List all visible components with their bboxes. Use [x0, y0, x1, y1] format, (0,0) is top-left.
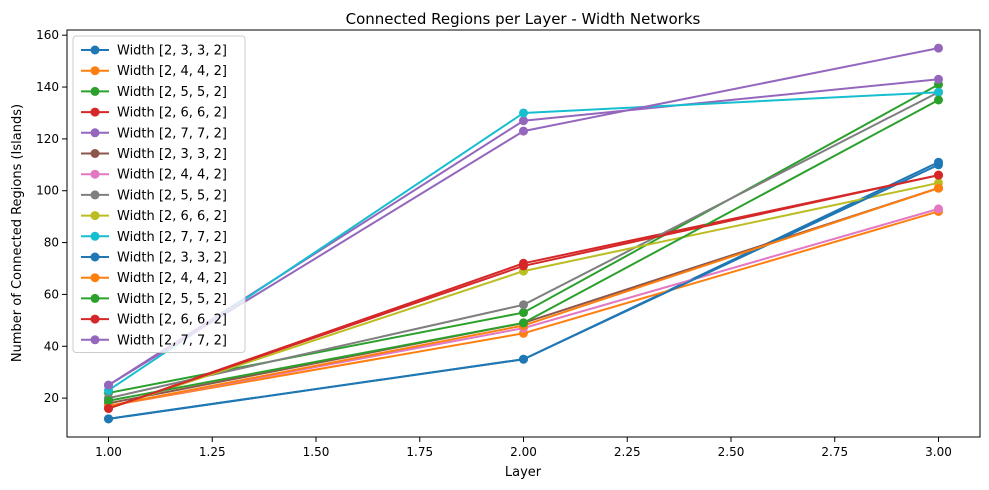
- legend-swatch-marker: [90, 211, 100, 221]
- legend-label: Width [2, 7, 7, 2]: [117, 230, 227, 245]
- x-tick-label: 1.00: [95, 445, 122, 459]
- legend-item: Width [2, 7, 7, 2]: [81, 126, 227, 141]
- legend-label: Width [2, 5, 5, 2]: [117, 188, 227, 203]
- x-axis-label: Layer: [505, 465, 542, 480]
- data-point: [934, 204, 943, 214]
- legend-item: Width [2, 4, 4, 2]: [81, 271, 227, 286]
- legend-item: Width [2, 3, 3, 2]: [81, 147, 227, 162]
- series-14: [104, 170, 943, 413]
- legend-item: Width [2, 6, 6, 2]: [81, 313, 227, 328]
- legend-label: Width [2, 3, 3, 2]: [117, 147, 227, 162]
- x-tick-label: 2.00: [510, 445, 537, 459]
- x-tick-label: 3.00: [925, 445, 952, 459]
- legend-item: Width [2, 5, 5, 2]: [81, 85, 227, 100]
- y-tick-label: 40: [44, 339, 59, 353]
- legend-label: Width [2, 4, 4, 2]: [117, 168, 227, 183]
- y-tick-label: 60: [44, 287, 59, 301]
- series-11: [104, 160, 943, 424]
- legend-item: Width [2, 5, 5, 2]: [81, 188, 227, 203]
- legend-item: Width [2, 7, 7, 2]: [81, 230, 227, 245]
- legend-item: Width [2, 3, 3, 2]: [81, 251, 227, 266]
- legend-swatch-marker: [90, 107, 100, 117]
- legend-swatch-marker: [90, 149, 100, 158]
- data-point: [934, 87, 943, 97]
- data-point: [519, 354, 528, 364]
- data-point: [104, 414, 113, 424]
- y-tick-label: 20: [44, 391, 59, 405]
- legend-swatch-marker: [90, 335, 100, 345]
- legend-label: Width [2, 4, 4, 2]: [117, 64, 227, 79]
- x-tick-label: 2.25: [614, 445, 641, 459]
- legend-item: Width [2, 5, 5, 2]: [81, 292, 227, 307]
- data-point: [934, 74, 943, 84]
- legend-label: Width [2, 4, 4, 2]: [117, 271, 227, 286]
- y-axis: 20 40 60 80 100 120 140 160: [36, 28, 67, 405]
- data-point: [519, 116, 528, 126]
- data-point: [934, 160, 943, 170]
- legend-swatch-marker: [90, 231, 100, 241]
- legend-item: Width [2, 3, 3, 2]: [81, 44, 227, 59]
- x-tick-label: 2.75: [821, 445, 848, 459]
- legend-swatch-marker: [90, 86, 100, 96]
- legend-label: Width [2, 6, 6, 2]: [117, 313, 227, 328]
- data-point: [519, 261, 528, 271]
- legend-swatch-marker: [90, 314, 100, 324]
- legend-swatch-marker: [90, 252, 100, 262]
- x-tick-label: 2.50: [718, 445, 745, 459]
- legend-swatch-marker: [90, 66, 100, 76]
- series-layer: [104, 43, 943, 424]
- data-point: [934, 43, 943, 53]
- legend-swatch-marker: [90, 169, 100, 179]
- x-tick-label: 1.25: [199, 445, 226, 459]
- x-tick-label: 1.50: [303, 445, 330, 459]
- y-tick-label: 160: [36, 28, 59, 42]
- legend-swatch-marker: [90, 273, 100, 283]
- y-tick-label: 100: [36, 184, 59, 198]
- data-point: [519, 318, 528, 328]
- data-point: [104, 380, 113, 390]
- data-point: [934, 170, 943, 180]
- legend: Width [2, 3, 3, 2] Width [2, 4, 4, 2] Widt…: [72, 35, 246, 353]
- y-axis-label: Number of Connected Regions (Islands): [10, 104, 25, 362]
- data-point: [519, 126, 528, 136]
- y-tick-label: 80: [44, 236, 59, 250]
- legend-label: Width [2, 5, 5, 2]: [117, 292, 227, 307]
- y-tick-label: 140: [36, 80, 59, 94]
- legend-item: Width [2, 6, 6, 2]: [81, 209, 227, 224]
- legend-swatch-marker: [90, 190, 100, 200]
- legend-label: Width [2, 5, 5, 2]: [117, 85, 227, 100]
- legend-item: Width [2, 4, 4, 2]: [81, 64, 227, 79]
- legend-label: Width [2, 3, 3, 2]: [117, 251, 227, 266]
- series-13: [104, 95, 943, 406]
- data-point: [104, 403, 113, 413]
- x-tick-label: 1.75: [406, 445, 433, 459]
- legend-item: Width [2, 4, 4, 2]: [81, 168, 227, 183]
- data-point: [934, 95, 943, 105]
- data-point: [519, 308, 528, 318]
- legend-label: Width [2, 3, 3, 2]: [117, 44, 227, 59]
- legend-swatch-marker: [90, 128, 100, 138]
- legend-box: [72, 35, 246, 353]
- data-point: [104, 396, 113, 406]
- legend-label: Width [2, 6, 6, 2]: [117, 106, 227, 121]
- y-tick-label: 120: [36, 132, 59, 146]
- data-point: [934, 183, 943, 193]
- x-axis: 1.00 1.25 1.50 1.75 2.00 2.25 2.50 2.75 3.00: [95, 437, 952, 459]
- legend-label: Width [2, 6, 6, 2]: [117, 209, 227, 224]
- legend-label: Width [2, 7, 7, 2]: [117, 333, 227, 348]
- data-point: [519, 300, 528, 310]
- legend-item: Width [2, 7, 7, 2]: [81, 333, 227, 348]
- legend-swatch-marker: [90, 293, 100, 303]
- legend-label: Width [2, 7, 7, 2]: [117, 126, 227, 141]
- legend-swatch-marker: [90, 45, 100, 55]
- legend-item: Width [2, 6, 6, 2]: [81, 106, 227, 121]
- series-15: [104, 43, 943, 390]
- chart-title: Connected Regions per Layer - Width Netw…: [346, 10, 701, 28]
- data-point: [519, 108, 528, 118]
